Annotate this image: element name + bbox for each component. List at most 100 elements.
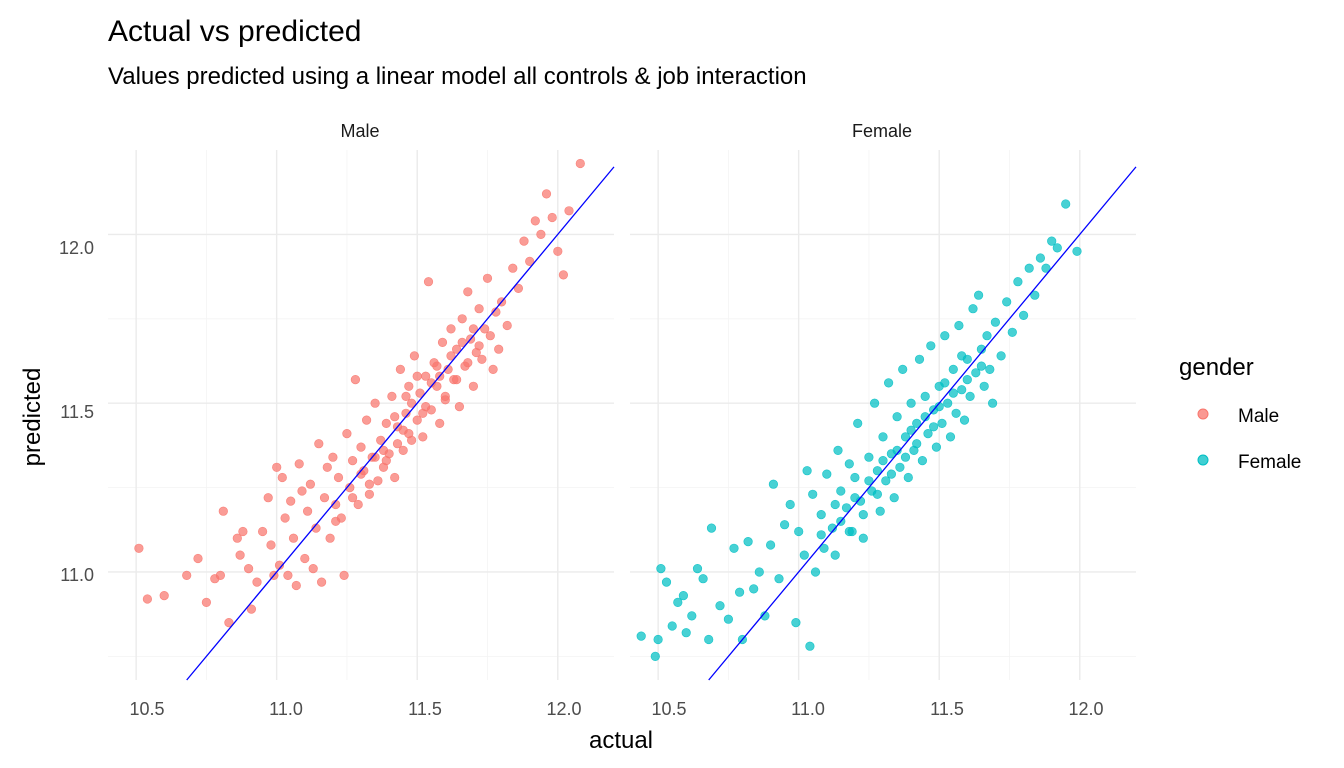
data-point	[356, 442, 366, 452]
x-tick-label: 11.5	[930, 699, 964, 719]
data-point	[805, 641, 815, 651]
data-point	[794, 526, 804, 537]
data-point	[258, 526, 268, 537]
data-point	[1052, 243, 1062, 253]
facet-panel-male	[108, 150, 615, 681]
reference-line	[186, 166, 615, 681]
data-point	[653, 634, 663, 645]
data-point	[398, 445, 408, 456]
data-point	[822, 469, 832, 479]
data-point	[692, 563, 703, 574]
data-point	[940, 378, 950, 388]
data-point	[446, 324, 456, 334]
data-point	[553, 246, 563, 256]
data-point	[232, 533, 242, 543]
data-point	[749, 584, 759, 594]
data-point	[392, 439, 403, 449]
data-point	[954, 320, 964, 331]
data-point	[791, 617, 801, 628]
data-point	[687, 611, 697, 621]
data-point	[656, 563, 666, 574]
data-point	[841, 503, 852, 513]
data-point	[294, 459, 304, 469]
data-point	[182, 570, 192, 581]
data-point	[903, 472, 913, 483]
data-point	[452, 344, 462, 354]
data-point	[923, 429, 933, 439]
data-point	[886, 469, 897, 479]
data-point	[957, 385, 967, 395]
data-point	[508, 263, 518, 273]
data-point	[272, 462, 282, 472]
data-point	[303, 506, 313, 516]
x-tick-label: 11.0	[269, 699, 303, 719]
legend-title: gender	[1179, 354, 1254, 381]
data-point	[1030, 290, 1040, 300]
data-point	[353, 499, 363, 510]
data-point	[331, 516, 341, 526]
data-point	[636, 631, 646, 641]
data-point	[650, 651, 660, 662]
data-point	[785, 499, 795, 510]
data-point	[917, 456, 928, 466]
data-point	[244, 563, 254, 574]
data-point	[390, 472, 400, 483]
data-point	[494, 344, 504, 354]
data-point	[541, 189, 552, 199]
data-point	[926, 341, 936, 351]
data-point	[525, 256, 535, 267]
data-point	[404, 381, 414, 391]
data-point	[900, 452, 911, 462]
data-point	[477, 354, 487, 364]
data-point	[224, 617, 234, 628]
data-point	[802, 466, 812, 476]
data-point	[1007, 327, 1017, 337]
reference-line	[708, 166, 1137, 681]
x-tick-label: 12.0	[546, 699, 581, 719]
data-point	[987, 398, 998, 408]
data-point	[418, 432, 428, 442]
data-point	[454, 402, 465, 412]
data-point	[937, 418, 947, 429]
data-point	[325, 533, 335, 543]
x-tick-label: 12.0	[1068, 699, 1103, 719]
data-point	[474, 341, 484, 351]
data-point	[850, 472, 860, 483]
data-point	[193, 553, 203, 564]
data-point	[878, 456, 888, 466]
data-point	[457, 314, 467, 324]
data-point	[407, 398, 417, 408]
data-point	[263, 493, 273, 503]
data-point	[415, 388, 425, 398]
legend-label-male: Male	[1238, 406, 1279, 427]
data-point	[889, 493, 899, 503]
data-point	[348, 493, 358, 503]
data-point	[412, 415, 422, 425]
data-point	[971, 368, 981, 378]
data-point	[513, 283, 524, 294]
data-point	[906, 398, 916, 408]
data-point	[833, 445, 843, 456]
data-point	[968, 304, 978, 314]
chart-subtitle: Values predicted using a linear model al…	[108, 63, 807, 90]
data-point	[342, 429, 352, 439]
data-point	[300, 553, 310, 564]
data-point	[914, 354, 925, 364]
data-point	[159, 590, 169, 601]
data-point	[743, 536, 753, 547]
data-point	[853, 418, 863, 429]
data-point	[875, 506, 885, 516]
data-point	[238, 526, 248, 537]
data-point	[286, 496, 296, 506]
data-point	[519, 236, 529, 246]
data-point	[1013, 277, 1023, 287]
data-point	[779, 520, 790, 530]
data-point	[1061, 199, 1071, 209]
data-point	[667, 621, 677, 631]
data-point	[482, 273, 493, 283]
data-point	[774, 574, 784, 584]
data-point	[409, 351, 420, 361]
data-point	[990, 317, 1001, 327]
data-point	[440, 391, 450, 402]
